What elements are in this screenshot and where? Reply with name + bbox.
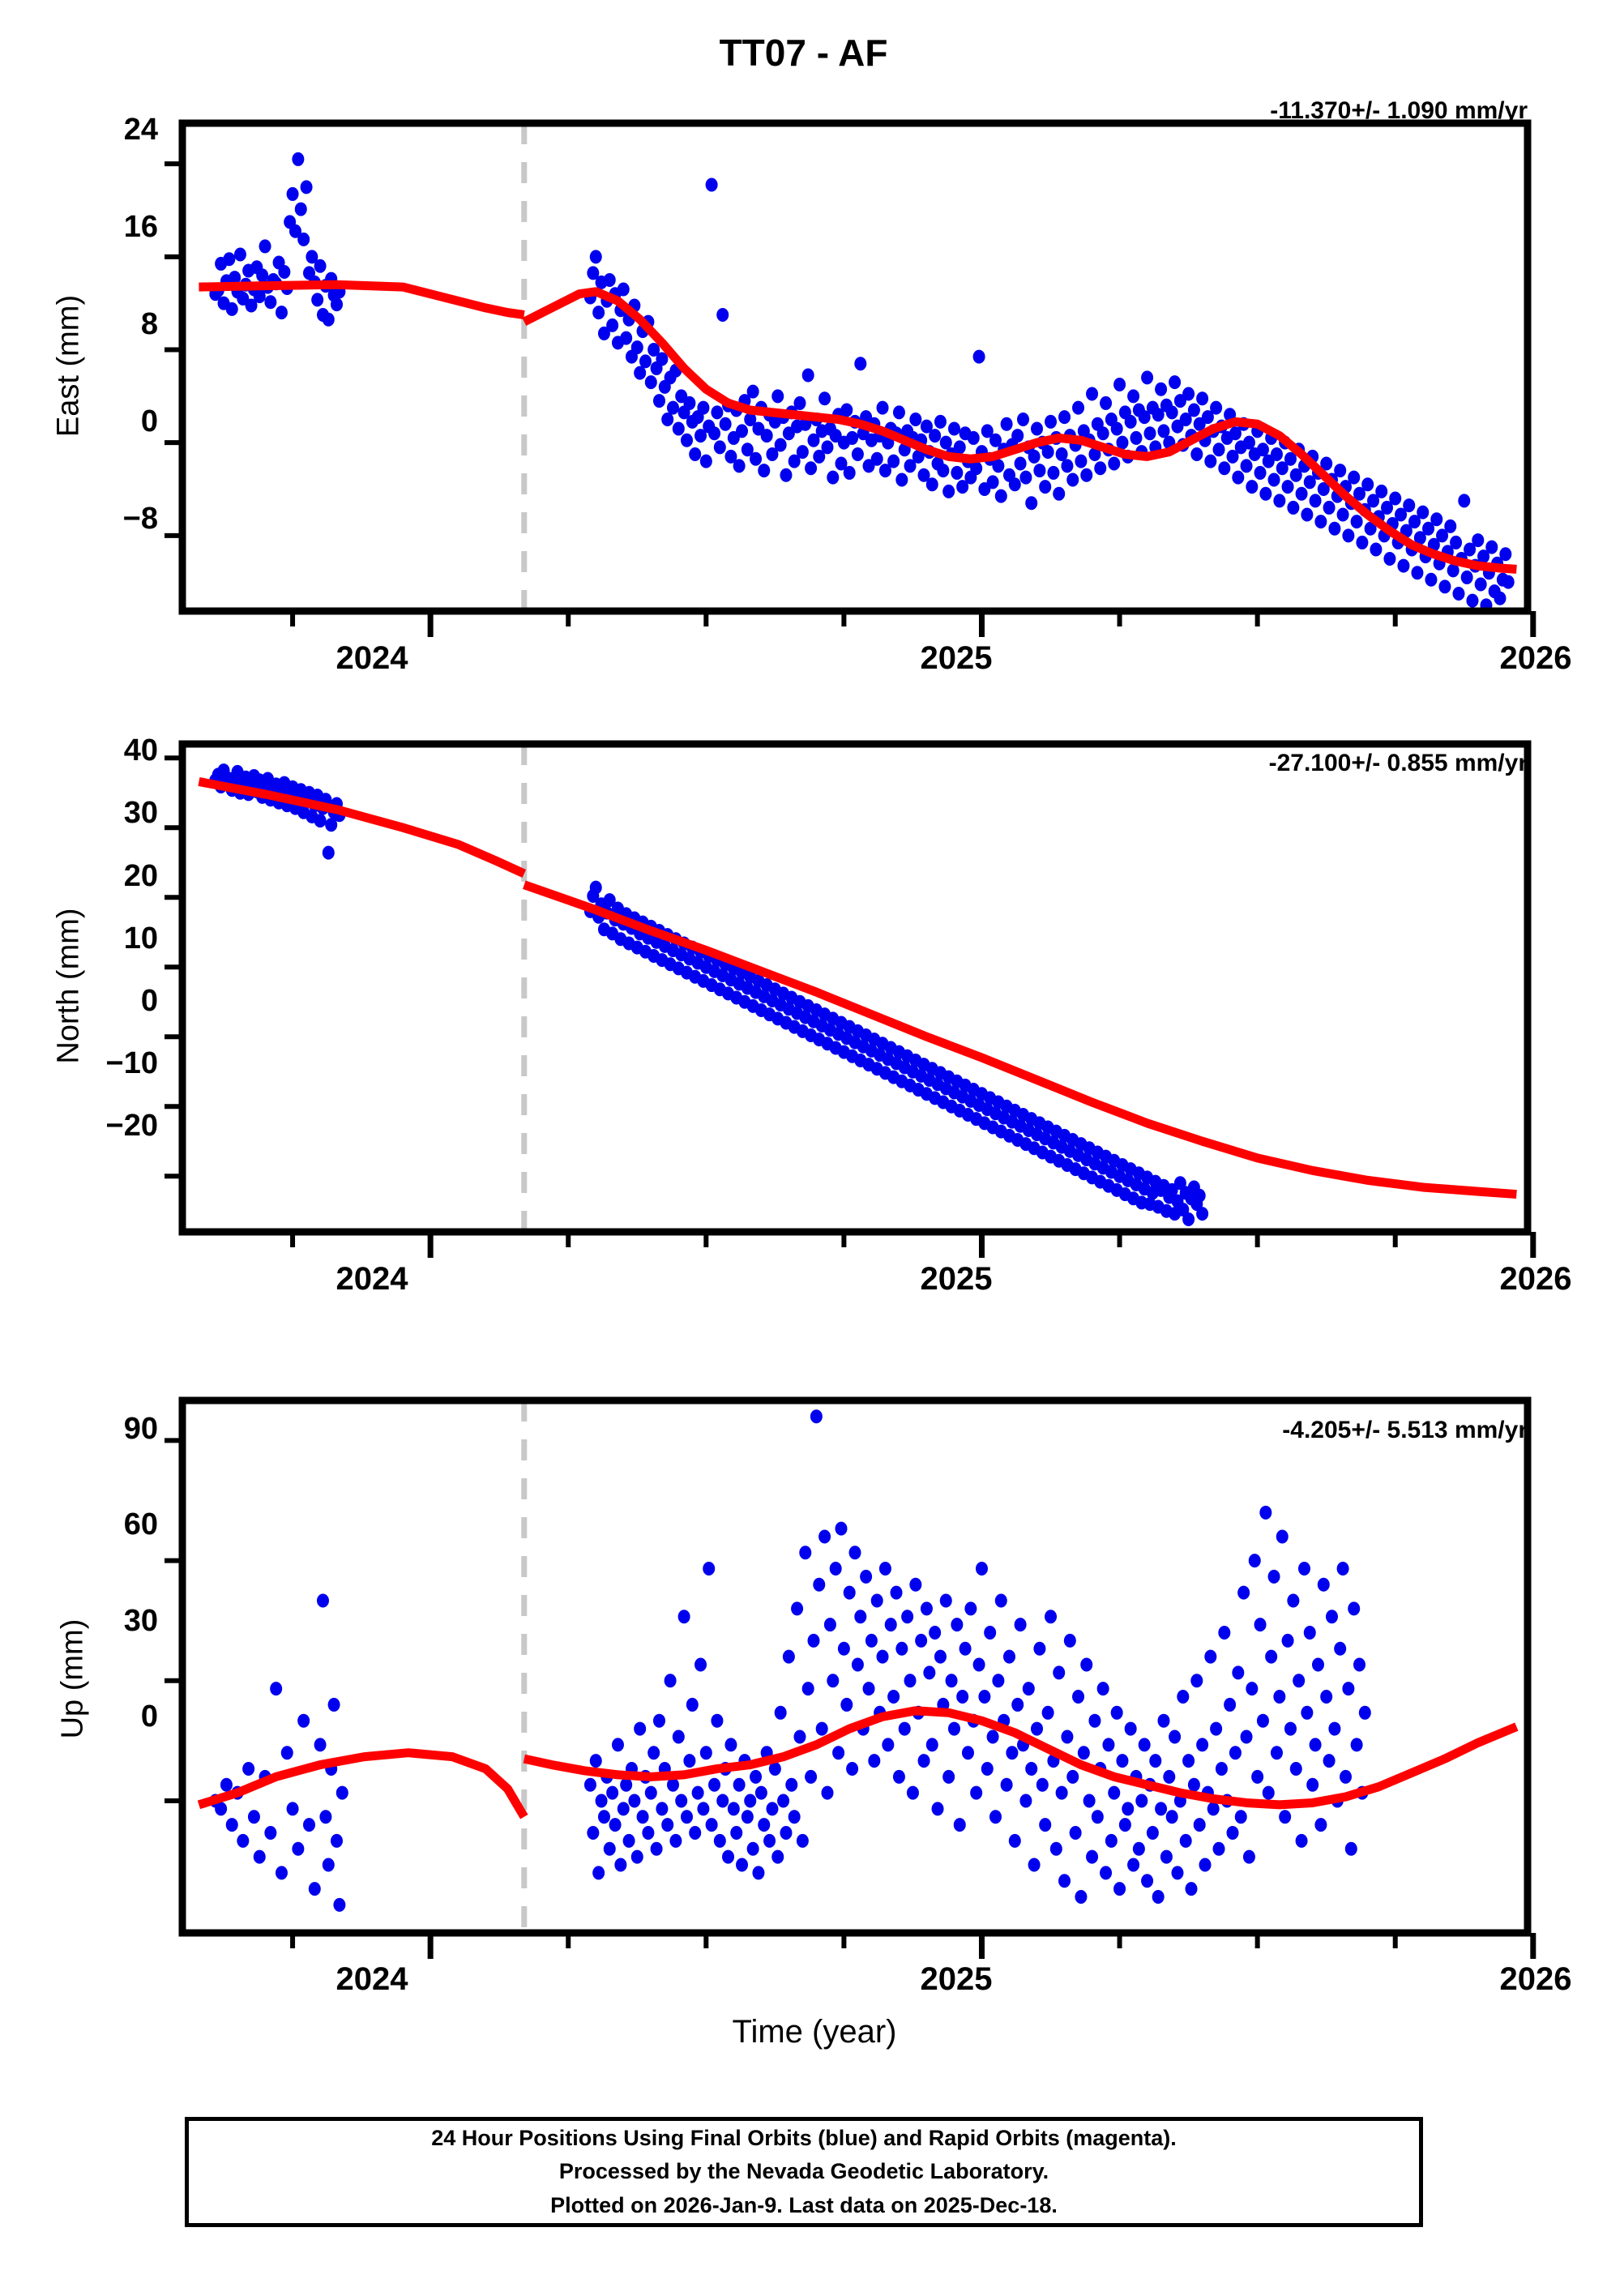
ytick-label: 40: [123, 733, 158, 767]
axis-label-time: Time (year): [732, 2014, 897, 2050]
axis-label-east: East (mm): [51, 294, 86, 438]
ytick-label: −8: [122, 502, 158, 536]
rate-label-up: -4.205+/- 5.513 mm/yr: [1282, 1417, 1528, 1443]
panel-east: [165, 119, 1536, 637]
ytick-label: 24: [123, 113, 158, 147]
panel-up-plot: [165, 1396, 1536, 1959]
rate-label-east: -11.370+/- 1.090 mm/yr: [1270, 97, 1528, 124]
ytick-label: 20: [123, 859, 158, 893]
caption-box: 24 Hour Positions Using Final Orbits (bl…: [185, 2117, 1423, 2227]
xtick-label: 2026: [1499, 640, 1572, 676]
ytick-label: 8: [140, 307, 158, 341]
page-title: TT07 - AF: [719, 32, 888, 74]
xtick-label: 2025: [920, 640, 993, 676]
ytick-label: 10: [123, 921, 158, 956]
xtick-label: 2026: [1499, 1261, 1572, 1297]
caption-line-2: Processed by the Nevada Geodetic Laborat…: [558, 2159, 1049, 2184]
axis-label-up: Up (mm): [55, 1618, 90, 1739]
rate-label-north: -27.100+/- 0.855 mm/yr: [1268, 750, 1528, 776]
ytick-label: 30: [123, 1604, 158, 1638]
panel-up: [165, 1396, 1536, 1959]
panel-north-plot: [165, 740, 1536, 1258]
ytick-label: 0: [140, 404, 158, 438]
ytick-label: 0: [140, 1700, 158, 1734]
xtick-label: 2024: [336, 1261, 408, 1297]
ytick-label: 90: [123, 1412, 158, 1446]
ytick-label: 16: [123, 210, 158, 244]
panel-east-plot: [165, 119, 1536, 637]
ytick-label: 30: [123, 796, 158, 830]
xtick-label: 2025: [920, 1961, 993, 1997]
caption-line-3: Plotted on 2026-Jan-9. Last data on 2025…: [550, 2192, 1058, 2217]
ytick-label: 60: [123, 1507, 158, 1541]
xtick-label: 2026: [1499, 1961, 1572, 1997]
panel-north: [165, 740, 1536, 1258]
ytick-label: −10: [105, 1046, 158, 1080]
ytick-label: 0: [140, 984, 158, 1018]
xtick-label: 2024: [336, 640, 408, 676]
xtick-label: 2025: [920, 1261, 993, 1297]
ytick-label: −20: [105, 1109, 158, 1143]
caption-line-1: 24 Hour Positions Using Final Orbits (bl…: [431, 2126, 1177, 2151]
xtick-label: 2024: [336, 1961, 408, 1997]
